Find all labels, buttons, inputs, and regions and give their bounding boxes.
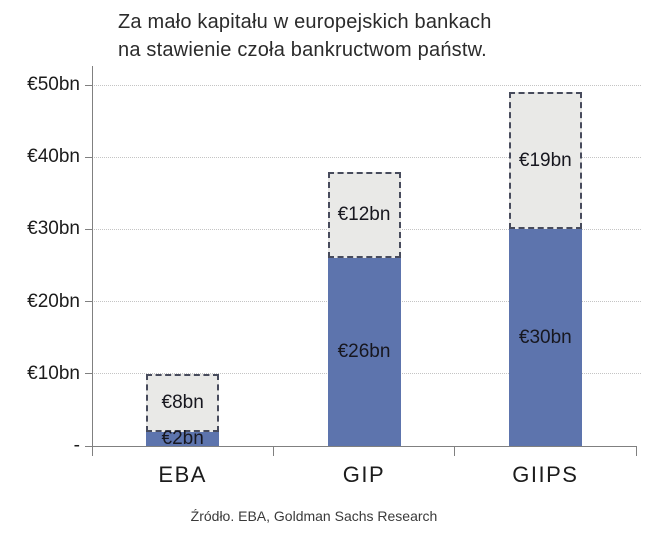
chart-title-line2: na stawienie czoła bankructwom państw. [118, 39, 487, 61]
y-axis-line [92, 66, 93, 456]
bar-eba-top-segment [146, 373, 220, 432]
gridline-50bn [92, 84, 641, 86]
y-tick-0bn [85, 445, 92, 447]
y-tick-50bn [85, 84, 92, 86]
x-axis-line [92, 446, 636, 447]
source-caption: Źródło. EBA, Goldman Sachs Research [190, 508, 438, 524]
y-tick-30bn [85, 228, 92, 230]
y-axis-label-50bn: €50bn [27, 74, 80, 95]
y-tick-20bn [85, 301, 92, 303]
x-boundary-tick-3 [635, 446, 637, 456]
x-boundary-tick-2 [454, 446, 456, 456]
bar-eba-top-value-label: €8bn [161, 391, 204, 413]
chart-title: Za mało kapitału w europejskich bankach … [118, 8, 492, 64]
bar-eba-bottom-segment [146, 431, 220, 446]
bar-eba-bottom-value-label: €2bn [161, 427, 204, 449]
y-axis-label-40bn: €40bn [27, 146, 80, 168]
y-axis-label-10bn: €10bn [27, 362, 80, 384]
x-axis-label-gip: GIP [342, 462, 386, 487]
bar-giips-bottom-segment [508, 229, 582, 446]
bar-giips-top-value-label: €19bn [518, 149, 572, 171]
y-axis-label-20bn: €20bn [27, 290, 80, 312]
x-axis-label-eba: EBA [158, 462, 207, 487]
y-tick-40bn [85, 156, 92, 158]
bar-gip-top-segment [327, 171, 401, 259]
y-axis-label-30bn: €30bn [27, 218, 80, 240]
gridline-40bn [92, 156, 641, 158]
bar-gip-top-value-label: €12bn [337, 203, 391, 225]
bar-gip-bottom-value-label: €26bn [337, 341, 391, 363]
bar-gip-bottom-segment [327, 258, 401, 446]
y-axis-label-0bn: - [73, 435, 80, 456]
x-axis-label-giips: GIIPS [512, 462, 579, 487]
y-tick-10bn [85, 373, 92, 375]
bar-giips-top-segment [508, 92, 582, 230]
chart-title-line1: Za mało kapitału w europejskich bankach [118, 11, 492, 33]
bar-giips-bottom-value-label: €30bn [518, 326, 572, 348]
x-boundary-tick-1 [272, 446, 274, 456]
